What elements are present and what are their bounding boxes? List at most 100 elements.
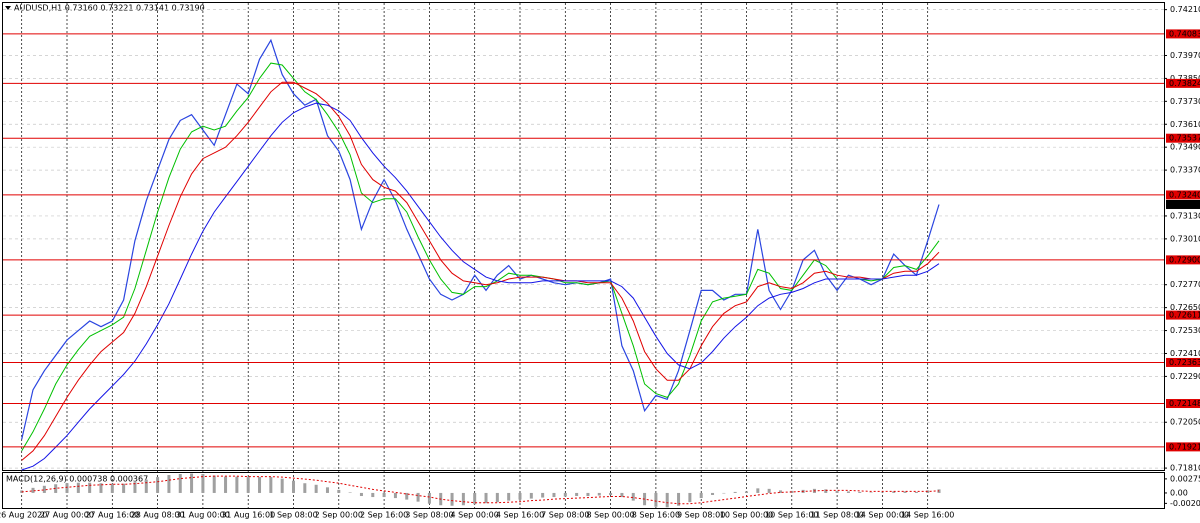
- macd-bar: [756, 488, 760, 493]
- macd-bar: [450, 492, 454, 506]
- macd-bar: [631, 492, 635, 501]
- chart-title: AUDUSD,H1 0.73160 0.73221 0.73141 0.7319…: [14, 4, 205, 13]
- macd-bar: [507, 492, 511, 501]
- macd-bar: [711, 492, 715, 495]
- macd-bar: [541, 492, 545, 498]
- y-tick-label: 0.71810: [1170, 464, 1200, 473]
- macd-bar: [393, 492, 397, 499]
- macd-bar: [224, 476, 228, 493]
- y-tick-label: 0.73490: [1170, 143, 1200, 152]
- menu-arrow[interactable]: [5, 6, 11, 10]
- macd-bar: [314, 484, 318, 493]
- macd-bar: [495, 492, 499, 503]
- macd-bar: [926, 490, 930, 493]
- x-tick-label: 28 Aug 08:00: [131, 511, 185, 520]
- macd-bar: [835, 490, 839, 493]
- macd-bar: [156, 477, 160, 493]
- macd-bar: [371, 492, 375, 498]
- macd-bar: [280, 478, 284, 493]
- signal-line: [21, 475, 940, 505]
- y-tick-label: 0.74210: [1170, 5, 1200, 14]
- macd-bar: [348, 492, 352, 493]
- macd-bar: [144, 479, 148, 493]
- level-label-box: [1166, 29, 1200, 39]
- x-tick-label: 7 Sep 08:00: [541, 511, 589, 520]
- macd-bar: [699, 492, 703, 499]
- macd-bar: [677, 492, 681, 506]
- last-price-label: 0.73190: [1169, 200, 1200, 209]
- x-tick-label: 14 Sep 00:00: [856, 511, 909, 520]
- moving-average: [21, 102, 940, 471]
- level-label-box: [1166, 78, 1200, 88]
- macd-bar: [665, 492, 669, 508]
- level-label: 0.72611: [1169, 311, 1200, 320]
- macd-bar: [529, 492, 533, 499]
- x-tick-label: 9 Sep 08:00: [677, 511, 725, 520]
- y-tick-label: 0.72410: [1170, 349, 1200, 358]
- macd-bar: [575, 492, 579, 497]
- y-tick-label: 0.72650: [1170, 303, 1200, 312]
- macd-bar: [586, 492, 590, 497]
- macd-title: MACD(12,26,9) 0.000738 0.000367: [6, 475, 148, 484]
- y-tick-label: 0.73850: [1170, 74, 1200, 83]
- macd-bar: [892, 491, 896, 493]
- macd-bar: [937, 489, 941, 493]
- moving-average: [21, 62, 940, 452]
- y-tick-label: 0.72050: [1170, 418, 1200, 427]
- macd-bar: [609, 492, 613, 495]
- macd-bar: [405, 492, 409, 500]
- y-tick-label: 0.72770: [1170, 280, 1200, 289]
- x-tick-label: 2 Sep 00:00: [315, 511, 363, 520]
- y-tick-label: 0.002751: [1170, 474, 1200, 483]
- macd-bar: [620, 492, 624, 498]
- macd-bar: [858, 491, 862, 493]
- macd-bar: [688, 492, 692, 503]
- y-tick-label: 0.00: [1170, 488, 1188, 497]
- x-tick-label: 4 Sep 16:00: [496, 511, 544, 520]
- x-tick-label: 11 Sep 08:00: [810, 511, 863, 520]
- macd-bar: [914, 491, 918, 493]
- macd-bar: [778, 490, 782, 493]
- macd-bar: [303, 483, 307, 493]
- level-label: 0.73537: [1169, 134, 1200, 143]
- x-tick-label: 4 Sep 00:00: [451, 511, 499, 520]
- level-label-box: [1166, 442, 1200, 452]
- macd-bar: [65, 483, 69, 493]
- x-tick-label: 1 Sep 08:00: [269, 511, 317, 520]
- level-label-box: [1166, 255, 1200, 265]
- price-line: [21, 38, 940, 440]
- x-tick-label: 2 Sep 16:00: [360, 511, 408, 520]
- level-label-box: [1166, 133, 1200, 143]
- x-tick-label: 10 Sep 16:00: [765, 511, 818, 520]
- macd-bar: [733, 491, 737, 493]
- x-tick-label: 10 Sep 00:00: [720, 511, 773, 520]
- macd-bar: [99, 483, 103, 493]
- y-tick-label: 0.72530: [1170, 326, 1200, 335]
- macd-bar: [122, 483, 126, 493]
- macd-pane: [2, 472, 1165, 509]
- macd-bar: [269, 477, 273, 493]
- macd-bar: [745, 491, 748, 493]
- macd-bar: [846, 491, 850, 493]
- macd-bar: [427, 492, 431, 504]
- level-label: 0.72363: [1169, 358, 1200, 367]
- macd-bar: [42, 485, 46, 493]
- macd-bar: [76, 482, 80, 493]
- level-label: 0.71921: [1169, 442, 1200, 451]
- x-tick-label: 26 Aug 2020: [0, 511, 47, 520]
- y-tick-label: 0.73010: [1170, 234, 1200, 243]
- level-label-box: [1166, 399, 1200, 409]
- y-tick-label: 0.73970: [1170, 51, 1200, 60]
- level-label-box: [1166, 357, 1200, 367]
- level-label: 0.72900: [1169, 255, 1200, 264]
- macd-bar: [563, 492, 567, 497]
- x-tick-label: 8 Sep 00:00: [586, 511, 634, 520]
- x-tick-label: 27 Aug 00:00: [40, 511, 94, 520]
- macd-bar: [258, 477, 262, 493]
- x-tick-label: 3 Sep 08:00: [405, 511, 453, 520]
- x-tick-label: 31 Aug 16:00: [221, 511, 275, 520]
- macd-bar: [484, 492, 488, 504]
- macd-bar: [235, 476, 239, 493]
